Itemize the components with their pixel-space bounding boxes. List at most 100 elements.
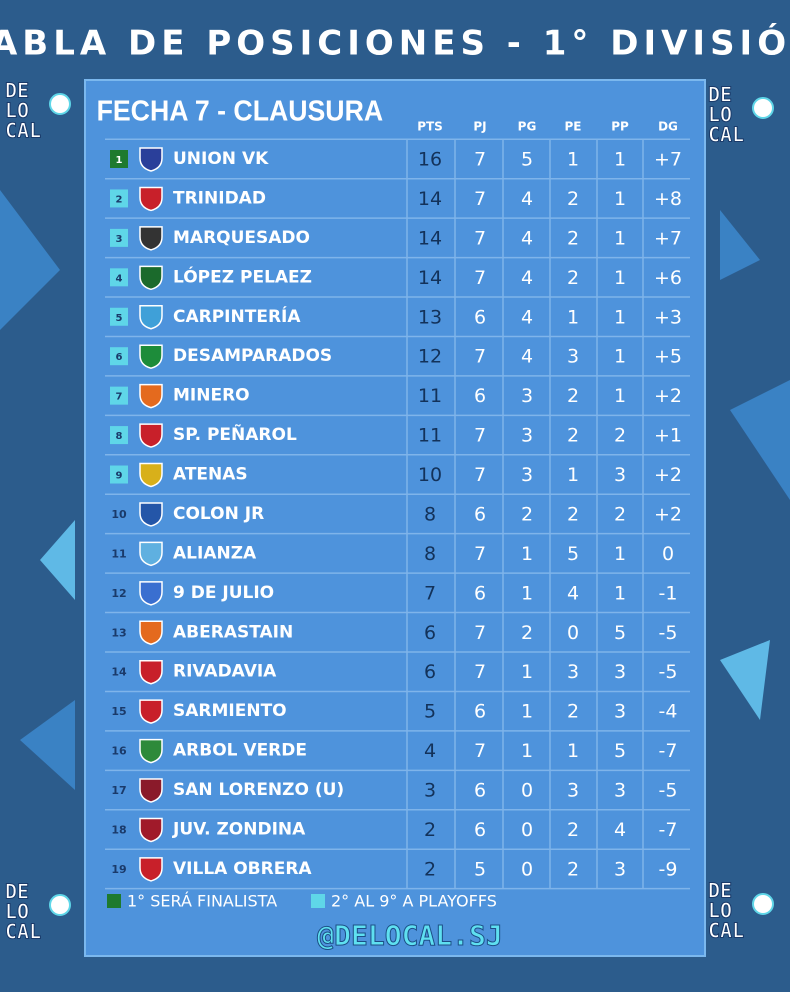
stat: 6: [474, 503, 486, 525]
stat: 6: [474, 306, 486, 328]
stat: 7: [474, 149, 486, 171]
stat: 7: [474, 188, 486, 210]
position: 17: [111, 784, 126, 797]
team-crest: [139, 738, 163, 764]
position-badge: [110, 268, 128, 287]
team-name: MARQUESADO: [173, 228, 310, 248]
stat: 4: [567, 582, 579, 604]
legend-swatch: [311, 894, 325, 908]
team-name: ATENAS: [173, 465, 248, 485]
stat: 13: [418, 306, 442, 328]
stat: 2: [614, 425, 626, 447]
stat: 6: [474, 701, 486, 723]
stat: 0: [521, 858, 533, 880]
position: 4: [116, 273, 123, 284]
stat: 5: [567, 543, 579, 565]
subtitle: FECHA 7 - CLAUSURA: [97, 95, 384, 127]
stat: 0: [521, 819, 533, 841]
stat: 14: [418, 227, 442, 249]
team-name: SAN LORENZO (U): [173, 780, 344, 800]
stat: 1: [614, 267, 626, 289]
stat: 6: [424, 661, 436, 683]
stat: 4: [521, 188, 533, 210]
stat: 3: [567, 780, 579, 802]
stat: -9: [659, 858, 678, 880]
position: 16: [111, 745, 127, 758]
stat: 8: [424, 503, 436, 525]
team-name: ALIANZA: [173, 543, 257, 563]
stat: 11: [418, 425, 442, 447]
stat: +3: [654, 306, 682, 328]
logo-text: CAL: [5, 920, 41, 944]
stat: 0: [567, 622, 579, 644]
stat: 2: [567, 858, 579, 880]
stat: 6: [474, 582, 486, 604]
stat: 1: [567, 149, 579, 171]
column-header: DG: [658, 120, 678, 134]
team-name: SP. PEÑAROL: [173, 422, 297, 445]
title: TABLA DE POSICIONES - 1° DIVISIÓN: [0, 23, 790, 64]
stat: 3: [424, 780, 436, 802]
stat: 5: [424, 701, 436, 723]
stat: 1: [521, 740, 533, 762]
position-badge: [110, 465, 128, 484]
column-header: PE: [565, 120, 582, 134]
position-badge: [110, 347, 128, 366]
stat: 7: [474, 267, 486, 289]
legend-swatch: [107, 894, 121, 908]
stat: 6: [474, 780, 486, 802]
position-badge: [110, 189, 128, 208]
stat: +7: [654, 227, 682, 249]
stat: 2: [567, 188, 579, 210]
team-name: LÓPEZ PELAEZ: [173, 265, 312, 287]
logo-ball: [752, 97, 774, 119]
team-name: VILLA OBRERA: [173, 859, 312, 879]
stat: 2: [567, 701, 579, 723]
team-crest: [139, 462, 163, 488]
position: 11: [111, 547, 126, 560]
position: 1: [116, 155, 123, 166]
position-badge: [110, 150, 128, 168]
team-name: UNION VK: [173, 149, 269, 169]
logo-text: DE: [5, 79, 29, 103]
stat: 4: [521, 267, 533, 289]
team-name: 9 DE JULIO: [173, 583, 274, 603]
stat: 1: [614, 188, 626, 210]
stat: +7: [654, 149, 682, 171]
stat: 3: [521, 425, 533, 447]
team-crest: [139, 541, 163, 567]
team-crest: [139, 502, 163, 527]
position: 2: [116, 194, 123, 205]
stat: 6: [424, 622, 436, 644]
logo-text: DE: [5, 880, 29, 904]
stat: +2: [654, 464, 682, 486]
deco: [20, 700, 75, 790]
team-crest: [139, 659, 163, 685]
stat: -4: [659, 701, 678, 723]
team-name: TRINIDAD: [173, 188, 266, 208]
stat: 0: [521, 780, 533, 802]
stat: 4: [521, 227, 533, 249]
stat: 1: [614, 582, 626, 604]
position: 8: [116, 431, 123, 442]
stat: 2: [567, 227, 579, 249]
deco: [720, 210, 760, 280]
position: 9: [116, 471, 123, 482]
column-header: PG: [518, 120, 537, 134]
logo-ball: [752, 893, 774, 915]
stat: 2: [567, 819, 579, 841]
position: 5: [116, 313, 123, 324]
team-crest: [139, 620, 163, 646]
logo-text: DE: [708, 879, 732, 903]
stat: 11: [418, 385, 442, 407]
team-name: SARMIENTO: [173, 701, 287, 721]
stat: -5: [659, 622, 678, 644]
position: 10: [111, 508, 127, 521]
stat: 7: [474, 740, 486, 762]
team-name: MINERO: [173, 386, 250, 406]
logo-ball: [49, 93, 71, 115]
team-name: ABERASTAIN: [173, 622, 293, 642]
stat: 3: [614, 661, 626, 683]
stat: 2: [424, 858, 436, 880]
